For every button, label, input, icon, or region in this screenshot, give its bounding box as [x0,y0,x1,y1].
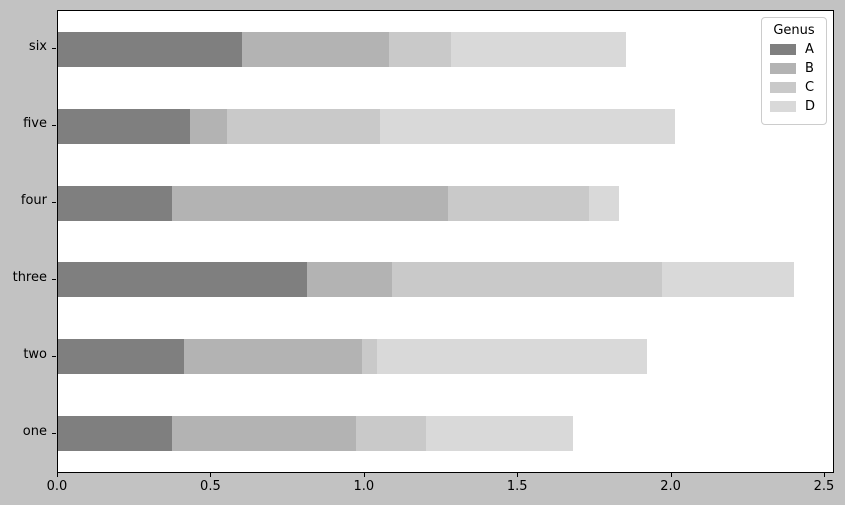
bar-five-segment-D [380,108,675,144]
bar-six-segment-C [389,31,451,67]
bar-one-segment-D [426,416,574,452]
legend-entry-D: D [770,99,818,114]
bar-four-segment-D [588,185,620,221]
y-tick-label-six: six [28,39,47,55]
bar-two-segment-A [58,339,184,375]
bar-two-segment-D [377,339,648,375]
x-tick-mark-2.5 [824,473,825,477]
bar-three [58,262,795,298]
legend-entry-A: A [770,42,818,57]
y-tick-mark-four [52,202,56,204]
bar-six-segment-B [242,31,390,67]
legend-label-C: C [805,80,815,95]
bar-one-segment-A [58,416,172,452]
y-tick-mark-six [52,48,56,50]
bar-six-segment-D [450,31,626,67]
bar-five-segment-B [189,108,227,144]
bar-four-segment-C [447,185,589,221]
bar-three-segment-A [58,262,307,298]
y-tick-mark-three [52,278,56,280]
y-tick-mark-two [52,355,56,357]
bar-three-segment-D [662,262,795,298]
bar-four-segment-B [171,185,448,221]
bar-five-segment-C [226,108,381,144]
y-tick-label-two: two [23,346,47,362]
x-tick-label-1.5: 1.5 [506,479,528,494]
bar-four [58,185,620,221]
x-tick-label-0.5: 0.5 [200,479,221,494]
x-tick-mark-1.5 [517,473,519,477]
x-tick-mark-0.0 [57,473,58,477]
y-tick-label-three: three [12,269,47,285]
legend-entry-C: C [770,80,818,95]
legend-label-A: A [805,42,814,57]
bar-one-segment-B [171,416,356,452]
x-tick-label-2.5: 2.5 [813,479,835,494]
y-tick-mark-one [52,432,56,434]
x-tick-label-0.0: 0.0 [46,479,68,494]
y-tick-label-one: one [22,423,47,439]
legend-entry-B: B [770,61,818,76]
y-tick-mark-five [52,125,56,127]
x-tick-mark-2.0 [670,473,672,477]
bar-one [58,416,574,452]
bar-three-segment-B [306,262,393,298]
bar-two-segment-B [183,339,362,375]
x-tick-mark-0.5 [210,473,212,477]
legend-swatch-B [770,63,796,74]
y-tick-label-five: five [23,116,47,132]
bar-six-segment-A [58,31,243,67]
x-tick-label-1.0: 1.0 [353,479,375,494]
legend-label-D: D [805,99,816,114]
legend-swatch-D [770,101,796,112]
legend-title: Genus [773,23,815,38]
y-tick-label-four: four [20,193,47,209]
bar-five-segment-A [58,108,190,144]
legend-swatch-C [770,82,796,93]
bar-five [58,108,675,144]
legend-swatch-A [770,44,796,55]
bar-four-segment-A [58,185,172,221]
x-tick-mark-1.0 [363,473,365,477]
legend-label-B: B [805,61,814,76]
bar-two-segment-C [361,339,378,375]
bar-two [58,339,648,375]
bar-three-segment-C [392,262,663,298]
bar-six [58,31,626,67]
bar-one-segment-C [355,416,427,452]
x-tick-label-2.0: 2.0 [660,479,681,494]
